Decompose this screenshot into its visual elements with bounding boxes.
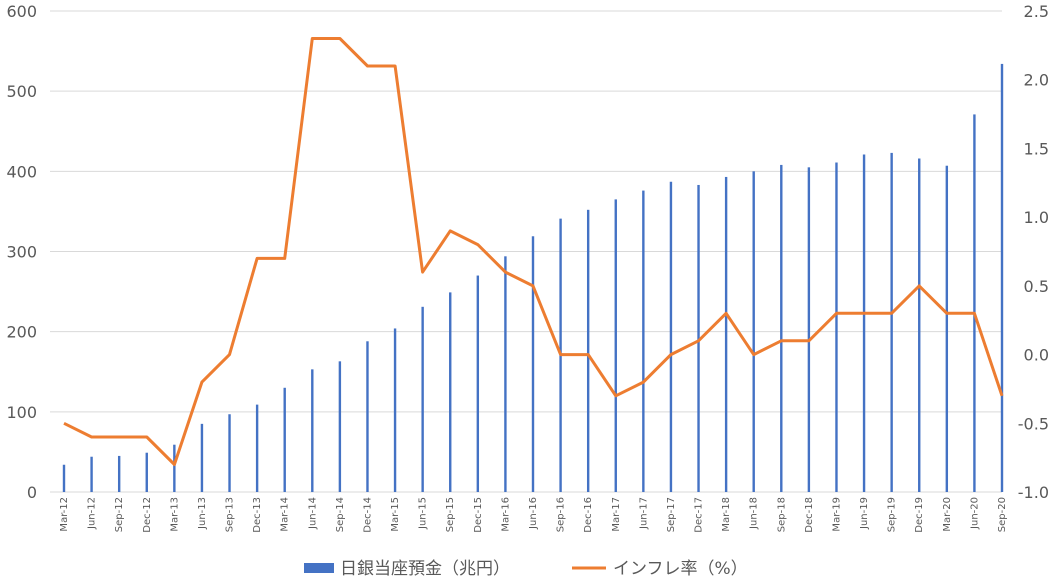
- x-tick-label: Sep-16: [556, 497, 567, 532]
- x-tick-label: Mar-14: [280, 497, 291, 532]
- x-tick-label: Dec-19: [914, 497, 925, 533]
- bar: [918, 158, 921, 493]
- bar: [62, 464, 66, 492]
- y-right-tick-label: 2.0: [1024, 71, 1049, 90]
- x-tick-label: Sep-15: [445, 497, 456, 532]
- bar: [200, 423, 204, 492]
- bar: [890, 152, 893, 492]
- x-tick-label: Dec-13: [252, 497, 263, 533]
- bar: [145, 452, 148, 492]
- y-right-tick-label: 2.5: [1024, 2, 1049, 21]
- y-left-tick-label: 400: [6, 162, 37, 181]
- bar: [586, 209, 590, 492]
- y-right-tick-label: -1.0: [1018, 483, 1049, 502]
- x-tick-label: Jun-16: [528, 497, 539, 530]
- bar: [697, 184, 700, 492]
- bar: [669, 181, 673, 492]
- y-right-tick-label: -0.5: [1018, 414, 1049, 433]
- x-tick-label: Mar-20: [942, 497, 953, 532]
- bar: [614, 199, 617, 492]
- bar: [311, 369, 314, 492]
- bar: [724, 176, 728, 492]
- x-tick-label: Mar-19: [831, 497, 842, 532]
- x-tick-label: Dec-16: [583, 497, 594, 533]
- y-left-tick-label: 500: [6, 82, 37, 101]
- bar: [862, 154, 866, 492]
- bar: [504, 256, 507, 492]
- x-tick-label: Dec-12: [142, 497, 153, 533]
- bar: [117, 455, 121, 492]
- legend-label-deposits: 日銀当座預金（兆円）: [340, 559, 510, 579]
- bar: [476, 275, 480, 492]
- x-tick-label: Dec-15: [473, 497, 484, 533]
- x-tick-label: Sep-13: [225, 497, 236, 532]
- y-left-tick-label: 300: [6, 243, 37, 262]
- bar: [973, 114, 976, 492]
- bar: [173, 444, 176, 492]
- bar: [807, 167, 811, 492]
- x-tick-label: Jun-12: [87, 497, 98, 530]
- y-left-tick-label: 0: [27, 483, 37, 502]
- x-tick-label: Sep-12: [114, 497, 125, 532]
- bar: [780, 164, 783, 493]
- bar: [90, 456, 93, 492]
- y-left-tick-label: 100: [6, 403, 37, 422]
- bar: [228, 414, 231, 492]
- x-tick-label: Dec-18: [804, 497, 815, 533]
- x-tick-label: Mar-15: [390, 497, 401, 532]
- inflation-line: [63, 37, 1004, 466]
- x-tick-label: Jun-14: [307, 497, 318, 530]
- bar-series-deposits: [62, 63, 1004, 493]
- bar: [283, 387, 286, 492]
- bar: [835, 162, 838, 492]
- x-tick-label: Jun-17: [638, 497, 649, 530]
- x-tick-label: Mar-12: [59, 497, 70, 532]
- x-tick-label: Jun-19: [859, 497, 870, 530]
- x-tick-label: Dec-17: [694, 497, 705, 533]
- x-tick-label: Mar-18: [721, 497, 732, 532]
- legend-swatch-deposits: [304, 563, 334, 573]
- y-right-tick-label: 1.5: [1024, 139, 1049, 158]
- bar: [1000, 63, 1004, 492]
- y-axis-right: -1.0 -0.5 0.0 0.5 1.0 1.5 2.0 2.5: [1018, 2, 1049, 502]
- x-tick-label: Mar-13: [169, 497, 180, 532]
- bar: [338, 361, 342, 492]
- x-tick-label: Dec-14: [362, 497, 373, 533]
- legend: 日銀当座預金（兆円） インフレ率（%）: [304, 559, 748, 579]
- y-right-tick-label: 0.0: [1024, 346, 1049, 365]
- y-right-tick-label: 1.0: [1024, 208, 1049, 227]
- x-tick-label: Sep-17: [666, 497, 677, 532]
- bar: [255, 404, 259, 492]
- x-tick-label: Jun-18: [749, 497, 760, 530]
- x-tick-label: Sep-19: [887, 497, 898, 532]
- y-left-tick-label: 200: [6, 323, 37, 342]
- x-tick-label: Jun-20: [969, 497, 980, 530]
- y-left-tick-label: 600: [6, 2, 37, 21]
- x-tick-label: Sep-20: [997, 497, 1008, 532]
- bar: [531, 236, 535, 492]
- x-tick-label: Sep-18: [776, 497, 787, 532]
- bar: [393, 328, 397, 492]
- x-tick-label: Jun-13: [197, 497, 208, 530]
- x-tick-label: Mar-16: [500, 497, 511, 532]
- y-axis-left: 0 100 200 300 400 500 600: [6, 2, 37, 502]
- line-series-inflation: [63, 37, 1004, 466]
- x-tick-label: Mar-17: [611, 497, 622, 532]
- x-axis: Mar-12 Jun-12 Sep-12 Dec-12 Mar-13 Jun-13 Sep-…: [59, 497, 1008, 533]
- bar: [642, 190, 645, 492]
- y-right-tick-label: 0.5: [1024, 277, 1049, 296]
- bar: [752, 171, 755, 493]
- bar: [421, 306, 424, 492]
- bar: [366, 341, 369, 492]
- bar: [945, 165, 949, 492]
- x-tick-label: Sep-14: [335, 497, 346, 532]
- x-tick-label: Jun-15: [418, 497, 429, 530]
- gridlines: [50, 10, 1002, 493]
- bar: [449, 292, 452, 492]
- legend-label-inflation: インフレ率（%）: [613, 559, 748, 579]
